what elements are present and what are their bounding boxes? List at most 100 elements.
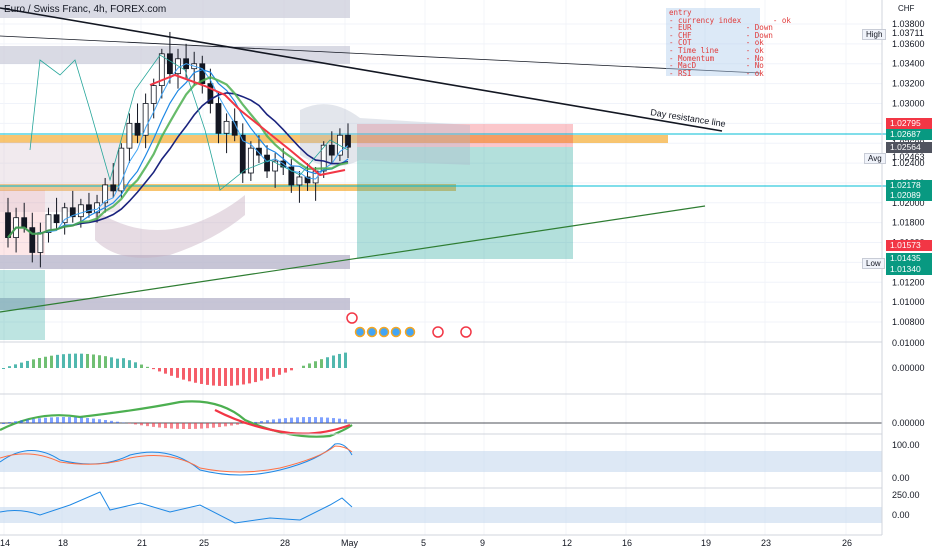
macd-bar <box>290 368 293 371</box>
day-resistance-line <box>0 7 723 132</box>
candle-body <box>158 53 165 86</box>
price-tick-label: 1.03600 <box>892 39 925 49</box>
momentum-bar <box>230 423 233 426</box>
checklist-row: - RSI - ok <box>669 68 764 78</box>
macd-bar <box>200 368 203 384</box>
momentum-bar <box>338 418 341 423</box>
macd-bar <box>98 355 101 368</box>
time-tick-label: 21 <box>137 538 147 548</box>
macd-bar <box>74 353 77 368</box>
momentum-bar <box>176 423 179 429</box>
momentum-bar <box>242 423 245 424</box>
momentum-bar <box>344 419 347 423</box>
momentum-bar <box>44 417 47 423</box>
macd-bar <box>266 368 269 379</box>
avg-price-label: 1.02463 <box>892 152 925 162</box>
momentum-bar <box>128 423 131 424</box>
price-tick-label: 1.02000 <box>892 198 925 208</box>
macd-bar <box>332 355 335 368</box>
momentum-bar <box>302 417 305 423</box>
ma-line-red <box>149 73 346 177</box>
macd-bar <box>50 355 53 368</box>
candle-body <box>94 202 100 214</box>
momentum-bar <box>296 417 299 423</box>
macd-bar <box>110 357 113 368</box>
macd-bar <box>134 362 137 368</box>
price-tick-label: 1.03400 <box>892 59 925 69</box>
momentum-bar <box>320 417 323 423</box>
lagging-span <box>29 54 349 191</box>
momentum-bar <box>284 418 287 423</box>
price-tag: 1.02687 <box>886 129 932 140</box>
candle-body <box>134 122 141 136</box>
event-marker <box>460 326 472 338</box>
macd-bar <box>260 368 263 381</box>
momentum-bar <box>254 421 257 423</box>
momentum-bar <box>194 423 197 429</box>
stop-zone <box>357 124 573 147</box>
macd-bar <box>164 368 167 374</box>
currency-label: CHF <box>898 4 915 13</box>
momentum-bar <box>14 421 17 423</box>
macd-bar <box>158 368 161 372</box>
cci-band <box>0 507 882 523</box>
macd-bar <box>302 365 305 368</box>
momentum-bar <box>200 423 203 429</box>
momentum-line <box>0 400 353 438</box>
macd-bar <box>212 368 215 386</box>
momentum-bar <box>80 417 83 423</box>
price-tag: 1.02178 <box>886 180 932 191</box>
support-trend-line <box>0 205 706 313</box>
momentum-bar <box>20 420 23 423</box>
momentum-bar <box>218 423 221 428</box>
candle-body <box>199 63 206 85</box>
macd-bar <box>314 361 317 368</box>
demand-zone <box>0 298 350 310</box>
macd-bar <box>14 364 17 368</box>
macd-bar <box>272 368 275 377</box>
cloud-area <box>95 195 245 258</box>
cci-pane: 250.00 0.00 <box>0 487 920 524</box>
macd-bar <box>284 368 287 373</box>
price-tag: 1.02564 <box>886 142 932 153</box>
time-tick-label: May <box>341 538 359 548</box>
time-tick-label: 25 <box>199 538 209 548</box>
avg-label: Avg <box>864 153 886 164</box>
momentum-bar <box>86 417 89 423</box>
momentum-bar <box>32 418 35 423</box>
macd-bar <box>140 364 143 368</box>
candle-body <box>345 134 351 148</box>
support-zone <box>0 184 456 191</box>
candle-body <box>256 147 262 156</box>
price-tick-label: 1.01800 <box>892 218 925 228</box>
momentum-bar <box>290 417 293 423</box>
momentum-bar <box>68 417 71 423</box>
target-zone <box>0 270 45 340</box>
momentum-bar <box>62 417 65 423</box>
cci-tick-label: 250.00 <box>892 490 920 500</box>
macd-pane: 0.01000 0.00000 <box>0 338 925 386</box>
momentum-bar <box>314 417 317 423</box>
rsi-signal <box>0 445 353 473</box>
ma-line-trend <box>7 76 349 239</box>
price-tick-label: 1.03000 <box>892 98 925 108</box>
macd-bar <box>242 368 245 385</box>
ma-line-mid <box>7 69 349 238</box>
high-label: High <box>862 29 887 40</box>
macd-bar <box>20 362 23 368</box>
checklist-row: - currency index - ok <box>669 15 791 25</box>
time-axis[interactable]: 14 18 21 25 28 May 5 9 12 16 19 23 26 <box>0 534 882 548</box>
momentum-bar <box>8 422 11 423</box>
macd-bar <box>254 368 257 383</box>
price-tag: 1.01573 <box>886 240 932 251</box>
macd-bar <box>218 368 221 386</box>
momentum-bar <box>158 423 161 428</box>
candle-body <box>53 214 60 224</box>
momentum-pane: 0.00000 <box>0 393 925 438</box>
macd-bar <box>194 368 197 383</box>
chart-title: Euro / Swiss Franc, 4h, FOREX.com <box>4 4 167 15</box>
momentum-bar <box>140 423 143 426</box>
high-price-label: 1.03711 <box>892 28 924 38</box>
momentum-bar <box>110 420 113 423</box>
